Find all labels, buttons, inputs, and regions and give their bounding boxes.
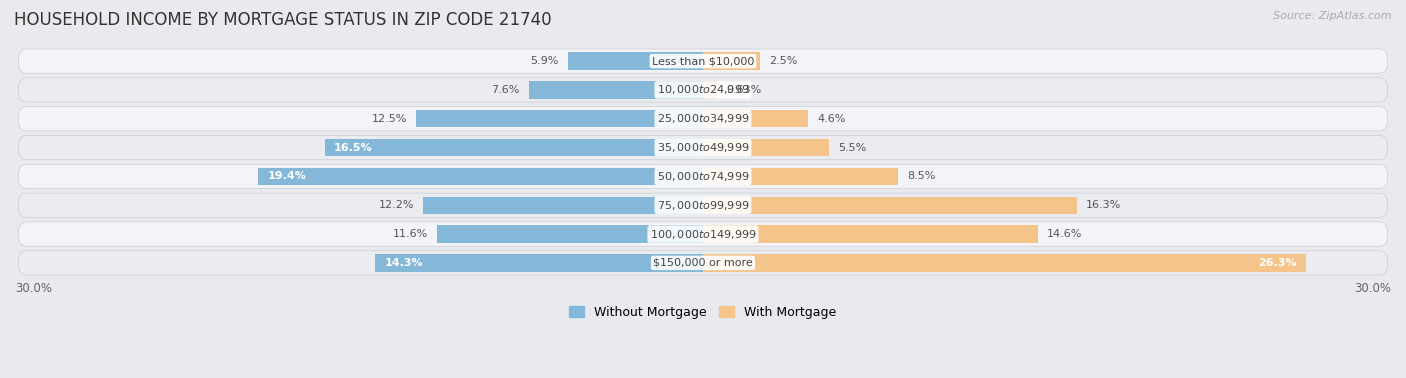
FancyBboxPatch shape bbox=[18, 222, 1388, 246]
Bar bbox=[703, 197, 1077, 214]
FancyBboxPatch shape bbox=[18, 78, 1388, 102]
FancyBboxPatch shape bbox=[18, 135, 1388, 160]
Bar bbox=[423, 197, 703, 214]
Text: 30.0%: 30.0% bbox=[1354, 282, 1391, 294]
Text: 26.3%: 26.3% bbox=[1258, 258, 1296, 268]
FancyBboxPatch shape bbox=[18, 251, 1388, 275]
FancyBboxPatch shape bbox=[18, 107, 1388, 131]
FancyBboxPatch shape bbox=[18, 164, 1388, 189]
Bar bbox=[703, 81, 717, 99]
Text: 2.5%: 2.5% bbox=[769, 56, 797, 66]
Text: 16.3%: 16.3% bbox=[1085, 200, 1121, 210]
Text: $100,000 to $149,999: $100,000 to $149,999 bbox=[650, 228, 756, 240]
Text: 16.5%: 16.5% bbox=[333, 143, 373, 153]
Bar bbox=[703, 53, 761, 70]
Bar bbox=[416, 110, 703, 127]
Bar bbox=[375, 254, 703, 271]
Bar bbox=[325, 139, 703, 156]
Text: 11.6%: 11.6% bbox=[392, 229, 427, 239]
Legend: Without Mortgage, With Mortgage: Without Mortgage, With Mortgage bbox=[564, 301, 842, 324]
Text: Less than $10,000: Less than $10,000 bbox=[652, 56, 754, 66]
FancyBboxPatch shape bbox=[18, 49, 1388, 73]
Text: 12.2%: 12.2% bbox=[378, 200, 413, 210]
Text: $35,000 to $49,999: $35,000 to $49,999 bbox=[657, 141, 749, 154]
Text: HOUSEHOLD INCOME BY MORTGAGE STATUS IN ZIP CODE 21740: HOUSEHOLD INCOME BY MORTGAGE STATUS IN Z… bbox=[14, 11, 551, 29]
Text: $25,000 to $34,999: $25,000 to $34,999 bbox=[657, 112, 749, 125]
FancyBboxPatch shape bbox=[18, 193, 1388, 217]
Bar bbox=[437, 225, 703, 243]
Text: $150,000 or more: $150,000 or more bbox=[654, 258, 752, 268]
Bar bbox=[703, 110, 808, 127]
Bar bbox=[529, 81, 703, 99]
Text: 0.63%: 0.63% bbox=[727, 85, 762, 95]
Text: 8.5%: 8.5% bbox=[907, 171, 935, 181]
Text: 14.6%: 14.6% bbox=[1047, 229, 1083, 239]
Text: 30.0%: 30.0% bbox=[15, 282, 52, 294]
Bar bbox=[568, 53, 703, 70]
Text: 19.4%: 19.4% bbox=[267, 171, 307, 181]
Text: 14.3%: 14.3% bbox=[384, 258, 423, 268]
Text: 5.5%: 5.5% bbox=[838, 143, 866, 153]
Text: $75,000 to $99,999: $75,000 to $99,999 bbox=[657, 199, 749, 212]
Text: 4.6%: 4.6% bbox=[818, 114, 846, 124]
Bar bbox=[703, 225, 1038, 243]
Text: 7.6%: 7.6% bbox=[491, 85, 520, 95]
Bar bbox=[703, 254, 1306, 271]
Bar bbox=[703, 168, 898, 185]
Text: $50,000 to $74,999: $50,000 to $74,999 bbox=[657, 170, 749, 183]
Text: $10,000 to $24,999: $10,000 to $24,999 bbox=[657, 84, 749, 96]
Bar bbox=[259, 168, 703, 185]
Text: 5.9%: 5.9% bbox=[530, 56, 558, 66]
Text: Source: ZipAtlas.com: Source: ZipAtlas.com bbox=[1274, 11, 1392, 21]
Text: 12.5%: 12.5% bbox=[371, 114, 408, 124]
Bar bbox=[703, 139, 830, 156]
